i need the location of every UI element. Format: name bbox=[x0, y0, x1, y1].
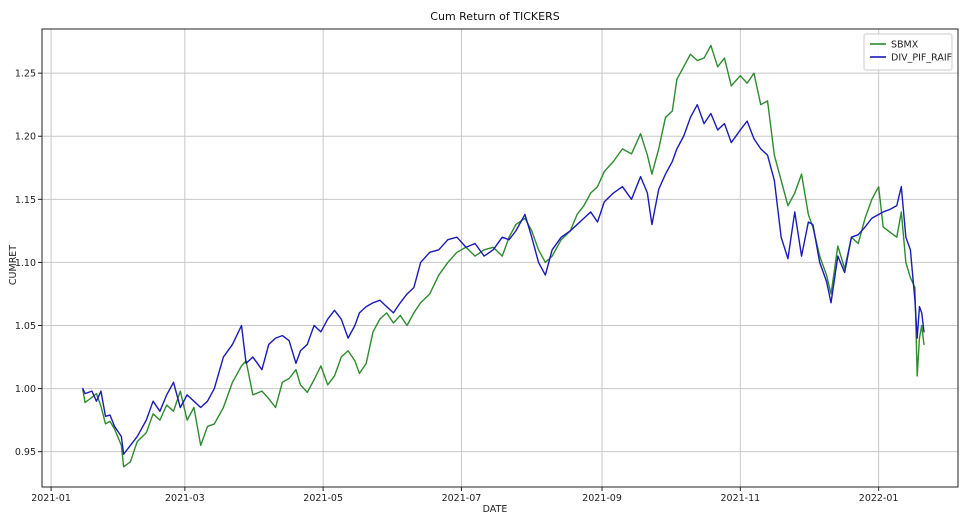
x-tick-label: 2021-07 bbox=[442, 493, 482, 504]
series-line-div-pif-raif bbox=[82, 103, 925, 455]
y-tick-label: 0.95 bbox=[15, 447, 36, 458]
x-tick-label: 2021-03 bbox=[165, 493, 205, 504]
chart-title: Cum Return of TICKERS bbox=[430, 10, 559, 23]
series-line-sbmx bbox=[82, 44, 925, 468]
y-tick-label: 1.05 bbox=[15, 321, 36, 332]
legend-label-sbmx: SBMX bbox=[891, 40, 919, 51]
legend: SBMX DIV_PIF_RAIF bbox=[863, 33, 953, 71]
x-tick-label: 2021-01 bbox=[31, 493, 71, 504]
y-axis-ticks: 0.95 1.00 1.05 1.10 1.15 1.20 1.25 bbox=[15, 69, 42, 458]
series-lines bbox=[82, 44, 925, 468]
y-tick-label: 1.25 bbox=[15, 69, 36, 80]
grid-lines bbox=[42, 29, 958, 487]
x-tick-label: 2022-01 bbox=[859, 493, 899, 504]
x-tick-label: 2021-09 bbox=[582, 493, 622, 504]
x-tick-label: 2021-11 bbox=[720, 493, 760, 504]
y-tick-label: 1.20 bbox=[15, 132, 36, 143]
y-axis-label: CUMRET bbox=[8, 245, 19, 285]
y-tick-label: 1.00 bbox=[15, 384, 36, 395]
plot-area-frame bbox=[41, 28, 959, 488]
legend-box bbox=[863, 33, 953, 71]
x-axis-ticks: 2021-01 2021-03 2021-05 2021-07 2021-09 2021-… bbox=[31, 487, 898, 504]
legend-label-div-pif-raif: DIV_PIF_RAIF bbox=[891, 53, 952, 64]
y-tick-label: 1.10 bbox=[15, 258, 36, 269]
y-tick-label: 1.15 bbox=[15, 195, 36, 206]
x-axis-label: DATE bbox=[483, 504, 508, 515]
x-tick-label: 2021-05 bbox=[303, 493, 343, 504]
